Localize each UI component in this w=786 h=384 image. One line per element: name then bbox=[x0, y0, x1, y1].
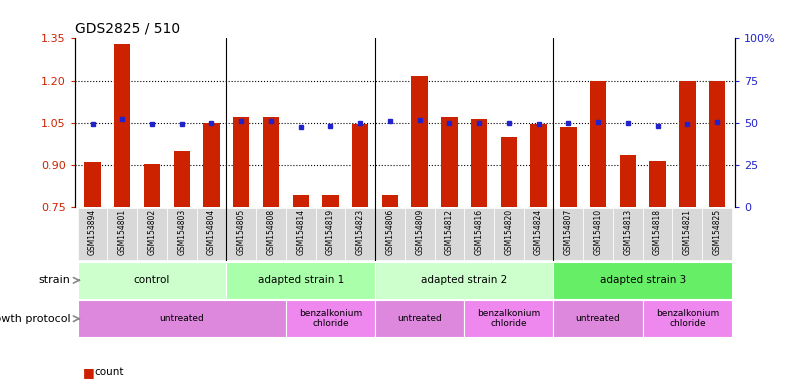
Text: adapted strain 2: adapted strain 2 bbox=[421, 275, 508, 285]
FancyBboxPatch shape bbox=[315, 209, 345, 260]
FancyBboxPatch shape bbox=[553, 300, 643, 337]
Bar bbox=[531, 124, 547, 207]
Text: adapted strain 1: adapted strain 1 bbox=[258, 275, 343, 285]
Text: GSM154802: GSM154802 bbox=[148, 209, 156, 255]
Bar bbox=[233, 117, 249, 207]
Text: GSM154801: GSM154801 bbox=[118, 209, 127, 255]
Bar bbox=[114, 44, 130, 207]
Bar bbox=[352, 124, 369, 207]
Bar bbox=[709, 81, 725, 207]
Text: GSM154818: GSM154818 bbox=[653, 209, 662, 255]
Text: GSM154806: GSM154806 bbox=[385, 209, 395, 255]
Bar bbox=[382, 195, 398, 207]
Text: GSM154819: GSM154819 bbox=[326, 209, 335, 255]
FancyBboxPatch shape bbox=[494, 209, 523, 260]
Text: count: count bbox=[94, 367, 124, 377]
Bar bbox=[84, 162, 101, 207]
Text: GSM154808: GSM154808 bbox=[266, 209, 275, 255]
FancyBboxPatch shape bbox=[375, 300, 465, 337]
Bar bbox=[263, 117, 279, 207]
FancyBboxPatch shape bbox=[673, 209, 702, 260]
FancyBboxPatch shape bbox=[465, 300, 553, 337]
Text: GSM154813: GSM154813 bbox=[623, 209, 633, 255]
Bar bbox=[322, 195, 339, 207]
FancyBboxPatch shape bbox=[226, 209, 256, 260]
Text: strain: strain bbox=[39, 275, 71, 285]
FancyBboxPatch shape bbox=[405, 209, 435, 260]
Bar bbox=[590, 81, 606, 207]
FancyBboxPatch shape bbox=[643, 300, 732, 337]
FancyBboxPatch shape bbox=[375, 209, 405, 260]
FancyBboxPatch shape bbox=[256, 209, 286, 260]
Text: GSM154824: GSM154824 bbox=[534, 209, 543, 255]
FancyBboxPatch shape bbox=[196, 209, 226, 260]
Text: GSM154809: GSM154809 bbox=[415, 209, 424, 255]
Bar bbox=[471, 119, 487, 207]
Text: GSM154823: GSM154823 bbox=[356, 209, 365, 255]
FancyBboxPatch shape bbox=[345, 209, 375, 260]
Bar bbox=[560, 127, 577, 207]
FancyBboxPatch shape bbox=[78, 209, 108, 260]
Bar bbox=[204, 123, 219, 207]
FancyBboxPatch shape bbox=[78, 262, 226, 299]
Text: adapted strain 3: adapted strain 3 bbox=[600, 275, 686, 285]
Text: GSM154816: GSM154816 bbox=[475, 209, 483, 255]
FancyBboxPatch shape bbox=[226, 262, 375, 299]
Text: GSM154810: GSM154810 bbox=[593, 209, 603, 255]
Bar bbox=[441, 117, 457, 207]
FancyBboxPatch shape bbox=[465, 209, 494, 260]
FancyBboxPatch shape bbox=[167, 209, 196, 260]
Text: GSM154803: GSM154803 bbox=[177, 209, 186, 255]
Text: GSM154805: GSM154805 bbox=[237, 209, 246, 255]
FancyBboxPatch shape bbox=[286, 209, 315, 260]
FancyBboxPatch shape bbox=[643, 209, 673, 260]
Bar bbox=[619, 155, 636, 207]
FancyBboxPatch shape bbox=[78, 300, 286, 337]
Text: GSM154820: GSM154820 bbox=[505, 209, 513, 255]
Text: benzalkonium
chloride: benzalkonium chloride bbox=[477, 309, 541, 328]
Text: GSM153894: GSM153894 bbox=[88, 209, 97, 255]
Bar bbox=[501, 137, 517, 207]
FancyBboxPatch shape bbox=[553, 262, 732, 299]
FancyBboxPatch shape bbox=[553, 209, 583, 260]
FancyBboxPatch shape bbox=[435, 209, 465, 260]
Text: untreated: untreated bbox=[575, 314, 620, 323]
Text: GSM154807: GSM154807 bbox=[564, 209, 573, 255]
Text: GSM154814: GSM154814 bbox=[296, 209, 305, 255]
Text: control: control bbox=[134, 275, 171, 285]
Bar bbox=[649, 161, 666, 207]
Text: GSM154825: GSM154825 bbox=[713, 209, 722, 255]
Text: growth protocol: growth protocol bbox=[0, 314, 71, 324]
Text: ■: ■ bbox=[83, 366, 94, 379]
Bar bbox=[292, 195, 309, 207]
FancyBboxPatch shape bbox=[702, 209, 732, 260]
Text: untreated: untreated bbox=[397, 314, 442, 323]
Bar bbox=[679, 81, 696, 207]
Bar bbox=[174, 151, 190, 207]
FancyBboxPatch shape bbox=[286, 300, 375, 337]
Text: GSM154804: GSM154804 bbox=[207, 209, 216, 255]
FancyBboxPatch shape bbox=[108, 209, 137, 260]
Text: benzalkonium
chloride: benzalkonium chloride bbox=[299, 309, 362, 328]
FancyBboxPatch shape bbox=[613, 209, 643, 260]
Text: untreated: untreated bbox=[160, 314, 204, 323]
FancyBboxPatch shape bbox=[137, 209, 167, 260]
FancyBboxPatch shape bbox=[583, 209, 613, 260]
FancyBboxPatch shape bbox=[523, 209, 553, 260]
Bar bbox=[412, 76, 428, 207]
Text: GSM154821: GSM154821 bbox=[683, 209, 692, 255]
FancyBboxPatch shape bbox=[375, 262, 553, 299]
Text: benzalkonium
chloride: benzalkonium chloride bbox=[656, 309, 719, 328]
Text: GSM154812: GSM154812 bbox=[445, 209, 454, 255]
Text: GDS2825 / 510: GDS2825 / 510 bbox=[75, 22, 180, 36]
Bar bbox=[144, 164, 160, 207]
